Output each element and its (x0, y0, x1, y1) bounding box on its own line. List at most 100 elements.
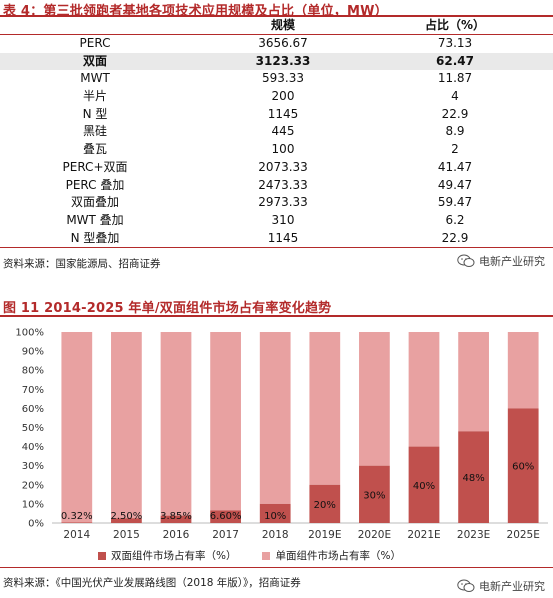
row-name: 半片 (82, 89, 107, 104)
bar-mono (259, 332, 291, 504)
y-tick-label: 70% (22, 385, 44, 396)
chart-title-rule (0, 315, 553, 317)
legend-swatch-bifacial (98, 551, 106, 560)
table-header-row: 规模 占比（%） (0, 16, 553, 35)
data-label-bifacial: 3.85% (160, 511, 192, 522)
row-name: 黑硅 (82, 124, 107, 139)
row-name: MWT (80, 71, 110, 86)
y-tick-label: 100% (15, 328, 44, 339)
bar-bifacial (160, 515, 192, 523)
watermark-text: 电新产业研究 (479, 580, 545, 593)
row-share: 59.47 (437, 195, 473, 210)
table-source: 资料来源：国家能源局、招商证券 (3, 258, 161, 270)
y-tick-label: 90% (22, 347, 44, 358)
bar-bifacial (507, 408, 539, 523)
row-share: 49.47 (437, 177, 473, 192)
wechat-icon (457, 579, 475, 592)
row-share: 4 (451, 89, 459, 104)
bar-bifacial (61, 522, 93, 523)
bar-mono (507, 332, 539, 409)
bar-bifacial (259, 503, 291, 523)
bar-mono (408, 332, 440, 447)
row-scale: 100 (271, 142, 295, 157)
legend-label-bifacial: 双面组件市场占有率（%） (111, 550, 237, 562)
bar-bifacial (111, 518, 142, 523)
data-label-bifacial: 0.32% (61, 511, 93, 522)
watermark-2: 电新产业研究 (457, 578, 545, 594)
data-label-bifacial: 10% (264, 511, 286, 522)
data-label-bifacial: 2.50% (111, 511, 143, 522)
row-share: 62.47 (436, 53, 474, 68)
table-row: 黑硅 445 8.9 (0, 123, 553, 141)
row-name: N 型 (82, 106, 108, 121)
bar-bifacial (210, 510, 241, 523)
row-scale: 200 (271, 89, 295, 104)
x-tick-label: 2014 (63, 529, 90, 541)
row-name: MWT 叠加 (66, 212, 124, 227)
x-tick-label: 2019E (308, 529, 341, 541)
table-row: MWT 叠加 310 6.2 (0, 212, 553, 230)
y-tick-label: 10% (22, 499, 44, 510)
bar-bifacial (309, 484, 341, 523)
watermark: 电新产业研究 (457, 253, 545, 269)
bar-mono (458, 332, 489, 432)
tech-share-table: 规模 占比（%） PERC 3656.67 73.13 双面 3123.33 62.47 M… (0, 16, 553, 249)
row-scale: 1145 (267, 106, 299, 121)
bar-mono (359, 332, 390, 466)
legend-swatch-mono (262, 551, 271, 560)
data-label-bifacial: 40% (413, 481, 435, 492)
table-row: MWT 593.33 11.87 (0, 70, 553, 88)
y-tick-label: 40% (22, 442, 44, 453)
x-tick-label: 2023E (457, 529, 490, 541)
table-row: PERC 3656.67 73.13 (0, 35, 553, 53)
legend-label-mono: 单面组件市场占有率（%） (275, 550, 401, 562)
bar-mono (309, 332, 341, 485)
x-tick-label: 2017 (212, 529, 239, 541)
bar-bifacial (408, 446, 440, 523)
row-scale: 3123.33 (255, 53, 311, 68)
row-share: 41.47 (437, 159, 473, 174)
bar-bifacial (458, 431, 489, 523)
x-tick-label: 2015 (113, 529, 140, 541)
legend: 双面组件市场占有率（%） 单面组件市场占有率（%） (98, 548, 401, 563)
y-tick-label: 60% (22, 404, 44, 415)
row-scale: 3656.67 (258, 36, 308, 50)
bar-bifacial (359, 465, 390, 523)
y-tick-label: 50% (22, 423, 44, 434)
watermark-text: 电新产业研究 (479, 255, 545, 268)
data-label-bifacial: 6.60% (210, 511, 242, 522)
row-name: 叠瓦 (82, 142, 107, 157)
row-name: 双面叠加 (70, 195, 119, 210)
x-tick-label: 2018 (262, 529, 289, 541)
bar-mono (111, 332, 142, 519)
row-name: PERC+双面 (62, 159, 128, 174)
row-share: 6.2 (445, 212, 465, 227)
row-share: 2 (451, 142, 459, 157)
row-name: 双面 (82, 53, 107, 68)
chart-title: 图 11 2014-2025 年单/双面组件市场占有率变化趋势 (3, 301, 332, 316)
y-tick-label: 0% (28, 519, 44, 530)
share-trend-chart: 0% 10% 20% 30% 40% 50% 60% 70% 80% 90% 100% 0.32% 20… (15, 328, 548, 541)
row-name: N 型叠加 (70, 230, 120, 245)
table-row: N 型叠加 1145 22.9 (0, 230, 553, 249)
x-tick-label: 2021E (407, 529, 440, 541)
y-tick-label: 20% (22, 480, 44, 491)
row-name: PERC 叠加 (65, 177, 125, 192)
row-scale: 445 (271, 124, 295, 139)
header-share: 占比（%） (424, 18, 486, 32)
data-label-bifacial: 48% (462, 473, 484, 484)
table-row: PERC+双面 2073.33 41.47 (0, 159, 553, 177)
bar-mono (61, 332, 93, 523)
row-scale: 2073.33 (258, 159, 308, 174)
chart-bottom-rule (0, 567, 553, 568)
row-scale: 310 (271, 212, 295, 227)
table-row: 叠瓦 100 2 (0, 141, 553, 159)
y-tick-label: 80% (22, 366, 44, 377)
bar-mono (210, 332, 241, 511)
table-row: N 型 1145 22.9 (0, 106, 553, 124)
row-share: 73.13 (437, 36, 473, 50)
row-share: 22.9 (441, 230, 469, 245)
wechat-icon (457, 254, 475, 267)
table-row: 半片 200 4 (0, 88, 553, 106)
data-label-bifacial: 60% (512, 462, 534, 473)
